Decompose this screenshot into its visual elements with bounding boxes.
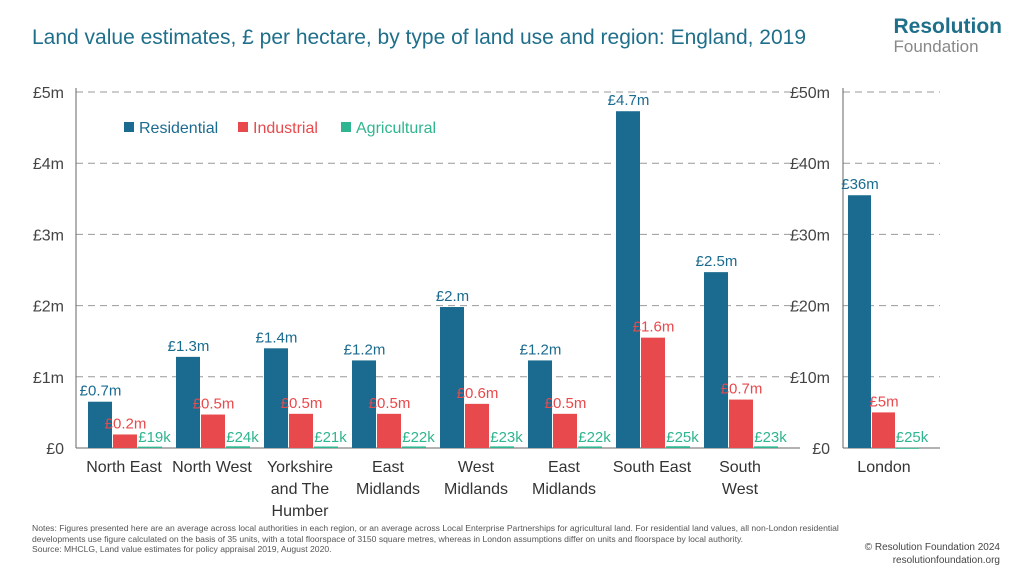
- website-text: resolutionfoundation.org: [892, 555, 1000, 566]
- data-label: £19k: [138, 429, 171, 446]
- data-label: £25k: [896, 429, 929, 446]
- y-tick-label: £5m: [33, 85, 64, 102]
- bar-industrial: [465, 403, 489, 448]
- data-label: £5m: [869, 393, 898, 410]
- data-label: £21k: [314, 429, 347, 446]
- y-tick-label: £40m: [790, 156, 830, 173]
- data-label: £1.6m: [633, 319, 675, 336]
- bar-agricultural: [490, 446, 514, 448]
- data-label: £0.5m: [281, 395, 323, 412]
- bar-residential: [88, 401, 112, 448]
- bar-residential: [848, 195, 871, 448]
- logo-line2: Foundation: [893, 37, 979, 56]
- data-label: £24k: [226, 429, 259, 446]
- data-label: £1.2m: [344, 341, 386, 358]
- data-label: £25k: [666, 429, 699, 446]
- bar-residential: [616, 111, 640, 448]
- bar-agricultural: [402, 446, 426, 448]
- bar-industrial: [729, 399, 753, 448]
- legend-label-industrial: Industrial: [253, 120, 318, 137]
- bar-industrial: [553, 413, 577, 448]
- bar-agricultural: [226, 446, 250, 448]
- notes-text: Notes: Figures presented here are an ave…: [32, 523, 839, 544]
- y-tick-label: £20m: [790, 299, 830, 316]
- x-category-label: Midlands: [532, 481, 596, 498]
- x-category-label: North West: [172, 459, 252, 476]
- y-tick-label: £3m: [33, 227, 64, 244]
- data-label: £2.5m: [696, 253, 738, 270]
- bar-agricultural: [754, 446, 778, 448]
- data-label: £22k: [402, 429, 435, 446]
- data-label: £0.7m: [80, 383, 122, 400]
- x-category-label: South: [719, 459, 761, 476]
- data-label: £0.5m: [369, 395, 411, 412]
- data-label: £0.6m: [457, 385, 499, 402]
- legend-swatch-industrial: [238, 122, 248, 132]
- data-label: £1.3m: [168, 338, 210, 355]
- x-category-label: North East: [86, 459, 162, 476]
- bar-residential: [528, 360, 552, 448]
- bar-industrial: [289, 413, 313, 448]
- bar-residential: [176, 356, 200, 448]
- y-tick-label: £1m: [33, 370, 64, 387]
- bar-residential: [264, 348, 288, 448]
- source-text: Source: MHCLG, Land value estimates for …: [32, 544, 332, 554]
- data-label: £1.4m: [256, 329, 298, 346]
- x-category-label: East: [372, 459, 405, 476]
- data-label: £23k: [754, 429, 787, 446]
- bar-agricultural: [138, 446, 162, 448]
- x-category-label: and The: [271, 481, 330, 498]
- data-label: £1.2m: [520, 341, 562, 358]
- chart-notes: Notes: Figures presented here are an ave…: [32, 523, 842, 555]
- y-tick-label: £0: [46, 441, 64, 458]
- bar-residential: [704, 272, 728, 448]
- data-label: £0.2m: [105, 415, 147, 432]
- legend-swatch-residential: [124, 122, 134, 132]
- bar-agricultural: [314, 446, 338, 448]
- x-category-label: West: [458, 459, 495, 476]
- y-tick-label: £30m: [790, 227, 830, 244]
- x-category-label: Humber: [272, 503, 330, 520]
- legend-label-residential: Residential: [139, 120, 218, 137]
- bar-residential: [440, 307, 464, 448]
- footer-right: © Resolution Foundation 2024 resolutionf…: [865, 541, 1000, 567]
- y-tick-label: £2m: [33, 299, 64, 316]
- x-category-label: East: [548, 459, 581, 476]
- x-category-label: Midlands: [444, 481, 508, 498]
- logo-line1: Resolution: [893, 15, 1003, 38]
- data-label: £4.7m: [608, 92, 650, 109]
- y-tick-label: £0: [812, 441, 830, 458]
- data-label: £0.5m: [193, 396, 235, 413]
- y-tick-label: £10m: [790, 370, 830, 387]
- resolution-foundation-logo: Resolution Foundation: [893, 15, 1003, 56]
- bar-agricultural: [666, 446, 690, 448]
- x-category-label: Midlands: [356, 481, 420, 498]
- data-label: £0.5m: [545, 395, 587, 412]
- data-label: £2.m: [436, 288, 469, 305]
- legend-label-agricultural: Agricultural: [356, 120, 436, 137]
- legend-swatch-agricultural: [341, 122, 351, 132]
- bar-industrial: [377, 413, 401, 448]
- chart-title: Land value estimates, £ per hectare, by …: [32, 26, 807, 49]
- bar-industrial: [113, 434, 137, 448]
- x-category-label: South East: [613, 459, 692, 476]
- bar-residential: [352, 360, 376, 448]
- data-label: £23k: [490, 429, 523, 446]
- data-label: £0.7m: [721, 381, 763, 398]
- bar-agricultural: [578, 446, 602, 448]
- copyright-text: © Resolution Foundation 2024: [864, 542, 1000, 553]
- data-label: £36m: [841, 176, 879, 193]
- y-tick-label: £4m: [33, 156, 64, 173]
- y-tick-label: £50m: [790, 85, 830, 102]
- bar-agricultural: [896, 447, 919, 449]
- bar-industrial: [872, 412, 895, 448]
- x-category-label: Yorkshire: [267, 459, 333, 476]
- data-label: £22k: [578, 429, 611, 446]
- x-category-label: London: [857, 459, 910, 476]
- x-category-label: West: [722, 481, 759, 498]
- bar-industrial: [201, 414, 225, 448]
- bar-industrial: [641, 337, 665, 448]
